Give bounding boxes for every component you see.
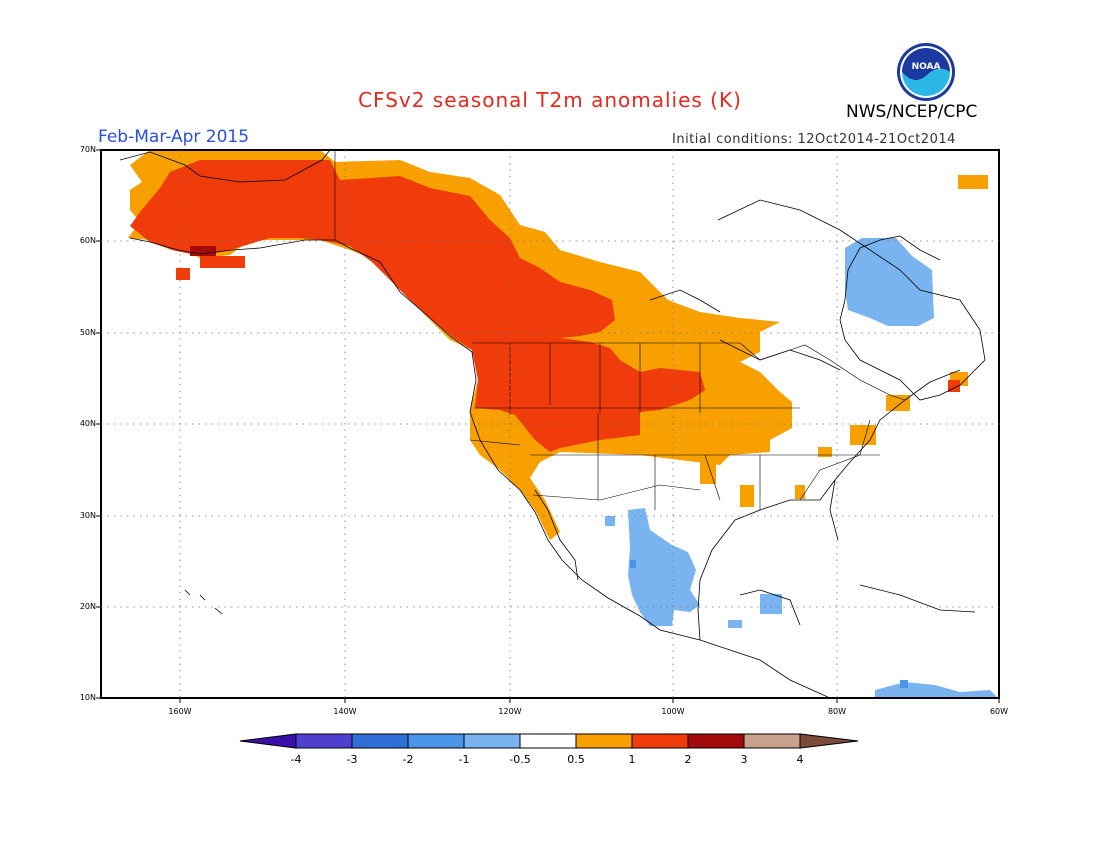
- colorbar-swatch-gt-4: [799, 733, 859, 749]
- lat-label-30n: 30N: [79, 511, 96, 520]
- colorbar-swatch-3-2: [351, 733, 409, 749]
- political-borders: [334, 150, 906, 510]
- colorbar-label: -3: [346, 753, 358, 766]
- colorbar-label: 4: [796, 753, 804, 766]
- lon-label-60w: 60W: [989, 707, 1009, 716]
- colorbar-label: -1: [458, 753, 470, 766]
- lon-label-100w: 100W: [661, 707, 685, 716]
- colorbar-swatch-2-1: [407, 733, 465, 749]
- colorbar: [239, 733, 859, 749]
- graticule: [101, 150, 999, 698]
- map-title: CFSv2 seasonal T2m anomalies (K): [358, 88, 742, 112]
- lon-label-140w: 140W: [333, 707, 357, 716]
- lat-label-60n: 60N: [79, 236, 96, 245]
- colorbar-swatch-neutral: [519, 733, 577, 749]
- colorbar-label: -4: [290, 753, 302, 766]
- colorbar-swatch-05-1: [575, 733, 633, 749]
- agency-label: NWS/NCEP/CPC: [846, 102, 978, 122]
- lat-label-40n: 40N: [79, 419, 96, 428]
- lat-label-20n: 20N: [79, 602, 96, 611]
- colorbar-label: 0.5: [567, 753, 585, 766]
- lon-label-120w: 120W: [498, 707, 522, 716]
- colorbar-label: 3: [740, 753, 748, 766]
- initial-conditions: Initial conditions: 12Oct2014-21Oct2014: [672, 132, 956, 147]
- colorbar-swatch-1-05: [463, 733, 521, 749]
- colorbar-label: 2: [684, 753, 692, 766]
- coastlines: [119, 149, 986, 699]
- svg-text:NOAA: NOAA: [912, 62, 941, 72]
- colorbar-label: -0.5: [509, 753, 531, 766]
- lat-label-70n: 70N: [79, 145, 96, 154]
- colorbar-swatch-4-3: [295, 733, 353, 749]
- lon-label-160w: 160W: [168, 707, 192, 716]
- axis-ticks: [96, 149, 1000, 703]
- anomaly-shading: [128, 150, 998, 698]
- noaa-logo-icon: NOAA: [897, 43, 955, 101]
- colorbar-swatch-lt-4: [239, 733, 297, 749]
- lat-label-50n: 50N: [79, 328, 96, 337]
- colorbar-swatch-2-3: [687, 733, 745, 749]
- colorbar-label: -2: [402, 753, 414, 766]
- colorbar-label: 1: [628, 753, 636, 766]
- forecast-period: Feb-Mar-Apr 2015: [98, 127, 250, 147]
- colorbar-swatch-3-4: [743, 733, 801, 749]
- lon-label-80w: 80W: [827, 707, 847, 716]
- colorbar-swatch-1-2: [631, 733, 689, 749]
- lat-label-10n: 10N: [79, 693, 96, 702]
